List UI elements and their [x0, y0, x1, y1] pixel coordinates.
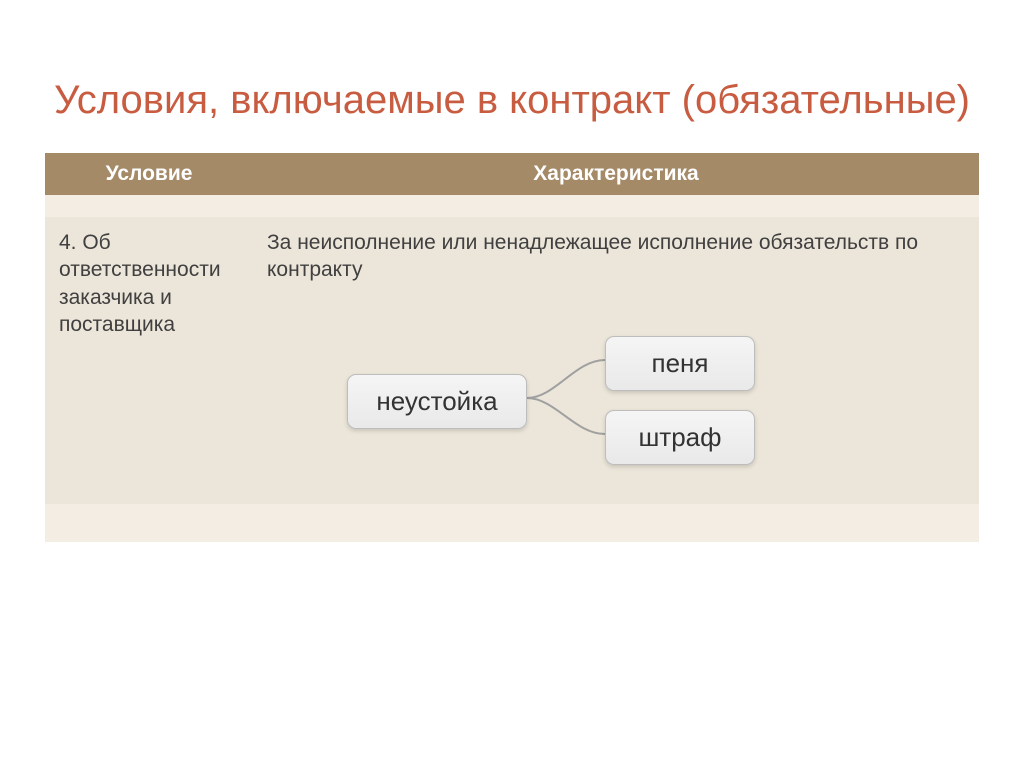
header-condition: Условие [45, 153, 253, 195]
slide-container: Условия, включаемые в контракт (обязател… [0, 0, 1024, 767]
table-spacer-row [45, 195, 979, 217]
table-footer-row [45, 504, 979, 542]
slide-title: Условия, включаемые в контракт (обязател… [45, 75, 979, 125]
characteristic-text: За неисполнение или ненадлежащее исполне… [267, 229, 965, 284]
node-child-2: штраф [605, 410, 755, 466]
penalty-diagram: неустойка пеня штраф [267, 302, 965, 492]
conditions-table: Условие Характеристика 4. Об ответственн… [45, 153, 979, 542]
node-parent: неустойка [347, 374, 527, 430]
cell-condition: 4. Об ответственности заказчика и постав… [45, 217, 253, 504]
header-characteristic: Характеристика [253, 153, 979, 195]
table-content-row: 4. Об ответственности заказчика и постав… [45, 217, 979, 504]
table-header-row: Условие Характеристика [45, 153, 979, 195]
node-child-1: пеня [605, 336, 755, 392]
cell-characteristic: За неисполнение или ненадлежащее исполне… [253, 217, 979, 504]
diagram-connectors [525, 346, 607, 436]
